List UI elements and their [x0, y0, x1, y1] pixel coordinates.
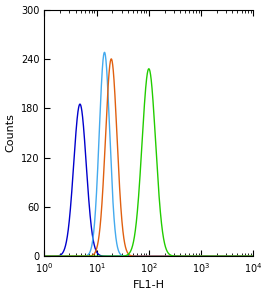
X-axis label: FL1-H: FL1-H: [133, 280, 165, 290]
Y-axis label: Counts: Counts: [6, 113, 16, 152]
